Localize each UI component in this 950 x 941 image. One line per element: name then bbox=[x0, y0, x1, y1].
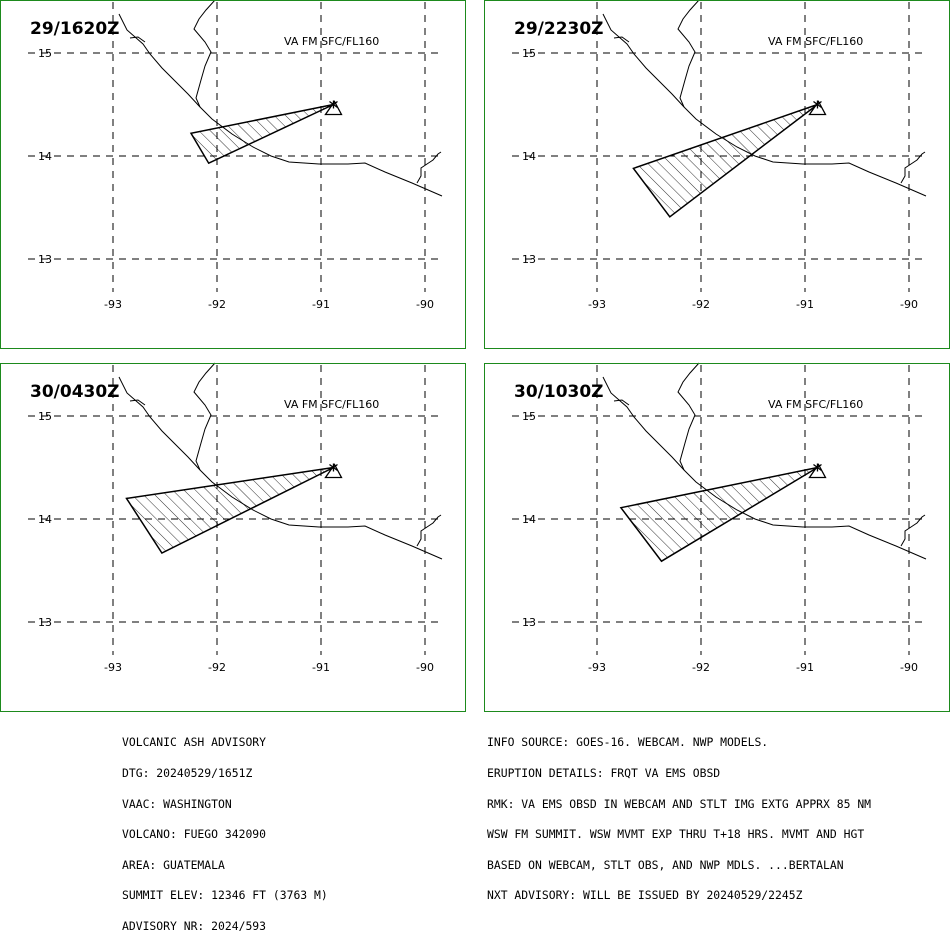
latitude-label: 13 bbox=[522, 253, 536, 266]
latitude-label: 13 bbox=[38, 253, 52, 266]
latitude-label: 15 bbox=[38, 47, 52, 60]
advisory-line: SUMMIT ELEV: 12346 FT (3763 M) bbox=[122, 888, 328, 903]
remarks-line: NXT ADVISORY: WILL BE ISSUED BY 20240529… bbox=[487, 888, 803, 903]
advisory-line: AREA: GUATEMALA bbox=[122, 857, 225, 872]
remarks-line: INFO SOURCE: GOES-16. WEBCAM. NWP MODELS… bbox=[487, 735, 769, 750]
longitude-label: -91 bbox=[796, 298, 814, 311]
coastline bbox=[677, 0, 700, 108]
ash-plume-polygon bbox=[632, 103, 818, 218]
forecast-panel: 15 14 13 -93 -92 -91 -90 30/0430Z VA FM SFC/FL16… bbox=[0, 362, 466, 712]
volcano-triangle-icon bbox=[808, 463, 827, 479]
latitude-label: 14 bbox=[38, 150, 52, 163]
panel-frame bbox=[0, 363, 466, 712]
ash-plume-polygon bbox=[189, 103, 334, 165]
volcano-triangle-icon bbox=[324, 100, 343, 116]
coastline bbox=[602, 13, 927, 197]
coastline bbox=[900, 514, 926, 547]
longitude-label: -93 bbox=[588, 661, 606, 674]
latitude-label: 15 bbox=[38, 410, 52, 423]
longitude-label: -92 bbox=[692, 298, 710, 311]
forecast-time-label: 29/1620Z bbox=[30, 19, 120, 39]
latitude-label: 14 bbox=[38, 513, 52, 526]
coastline bbox=[613, 399, 630, 406]
longitude-label: -93 bbox=[588, 298, 606, 311]
latitude-label: 15 bbox=[522, 410, 536, 423]
flight-level-label: VA FM SFC/FL160 bbox=[284, 35, 379, 48]
forecast-time-label: 30/0430Z bbox=[30, 382, 120, 402]
advisory-line: VOLCANIC ASH ADVISORY bbox=[122, 735, 267, 750]
longitude-label: -92 bbox=[208, 298, 226, 311]
latitude-label: 15 bbox=[522, 47, 536, 60]
longitude-label: -91 bbox=[796, 661, 814, 674]
advisory-graphic: 15 14 13 -93 -92 -91 -90 29/1620Z VA FM SFC/FL16… bbox=[0, 0, 950, 712]
advisory-line: VOLCANO: FUEGO 342090 bbox=[122, 827, 267, 842]
advisory-line: ADVISORY NR: 2024/593 bbox=[122, 918, 267, 933]
remarks-line: RMK: VA EMS OBSD IN WEBCAM AND STLT IMG … bbox=[487, 796, 872, 811]
forecast-panel: 15 14 13 -93 -92 -91 -90 30/1030Z VA FM SFC/FL16… bbox=[484, 362, 950, 712]
coastline bbox=[129, 36, 146, 43]
volcano-triangle-icon bbox=[324, 463, 343, 479]
longitude-label: -93 bbox=[104, 298, 122, 311]
latitude-label: 13 bbox=[522, 616, 536, 629]
coastline bbox=[416, 151, 442, 184]
advisory-line: VAAC: WASHINGTON bbox=[122, 796, 232, 811]
latitude-label: 13 bbox=[38, 616, 52, 629]
longitude-label: -90 bbox=[900, 298, 918, 311]
forecast-time-label: 30/1030Z bbox=[514, 382, 604, 402]
volcano-triangle-icon bbox=[808, 100, 827, 116]
coastline bbox=[602, 376, 927, 560]
remarks-line: WSW FM SUMMIT. WSW MVMT EXP THRU T+18 HR… bbox=[487, 827, 865, 842]
ash-plume-polygon bbox=[125, 466, 334, 554]
latitude-label: 14 bbox=[522, 150, 536, 163]
forecast-panel: 15 14 13 -93 -92 -91 -90 29/2230Z VA FM SFC/FL16… bbox=[484, 0, 950, 349]
longitude-label: -90 bbox=[416, 298, 434, 311]
coastline bbox=[900, 151, 926, 184]
advisory-line: DTG: 20240529/1651Z bbox=[122, 766, 253, 780]
coastline bbox=[193, 362, 216, 471]
flight-level-label: VA FM SFC/FL160 bbox=[768, 398, 863, 411]
flight-level-label: VA FM SFC/FL160 bbox=[284, 398, 379, 411]
coastline bbox=[193, 0, 216, 108]
coastline bbox=[118, 13, 443, 197]
forecast-time-label: 29/2230Z bbox=[514, 19, 604, 39]
advisory-header-text: VOLCANIC ASH ADVISORY DTG: 20240529/1651… bbox=[122, 717, 328, 941]
panel-frame bbox=[0, 0, 466, 349]
ash-plume-polygon bbox=[619, 466, 818, 563]
remarks-line: ERUPTION DETAILS: FRQT VA EMS OBSD bbox=[487, 766, 721, 780]
remarks-line: BASED ON WEBCAM, STLT OBS, AND NWP MDLS.… bbox=[487, 857, 844, 872]
forecast-panel: 15 14 13 -93 -92 -91 -90 29/1620Z VA FM SFC/FL16… bbox=[0, 0, 466, 349]
longitude-label: -91 bbox=[312, 661, 330, 674]
longitude-label: -90 bbox=[416, 661, 434, 674]
coastline bbox=[677, 362, 700, 471]
flight-level-label: VA FM SFC/FL160 bbox=[768, 35, 863, 48]
longitude-label: -92 bbox=[692, 661, 710, 674]
latitude-label: 14 bbox=[522, 513, 536, 526]
longitude-label: -91 bbox=[312, 298, 330, 311]
coastline bbox=[129, 399, 146, 406]
coastline bbox=[613, 36, 630, 43]
longitude-label: -92 bbox=[208, 661, 226, 674]
longitude-label: -90 bbox=[900, 661, 918, 674]
advisory-remarks-text: INFO SOURCE: GOES-16. WEBCAM. NWP MODELS… bbox=[487, 717, 871, 911]
coastline bbox=[416, 514, 442, 547]
longitude-label: -93 bbox=[104, 661, 122, 674]
